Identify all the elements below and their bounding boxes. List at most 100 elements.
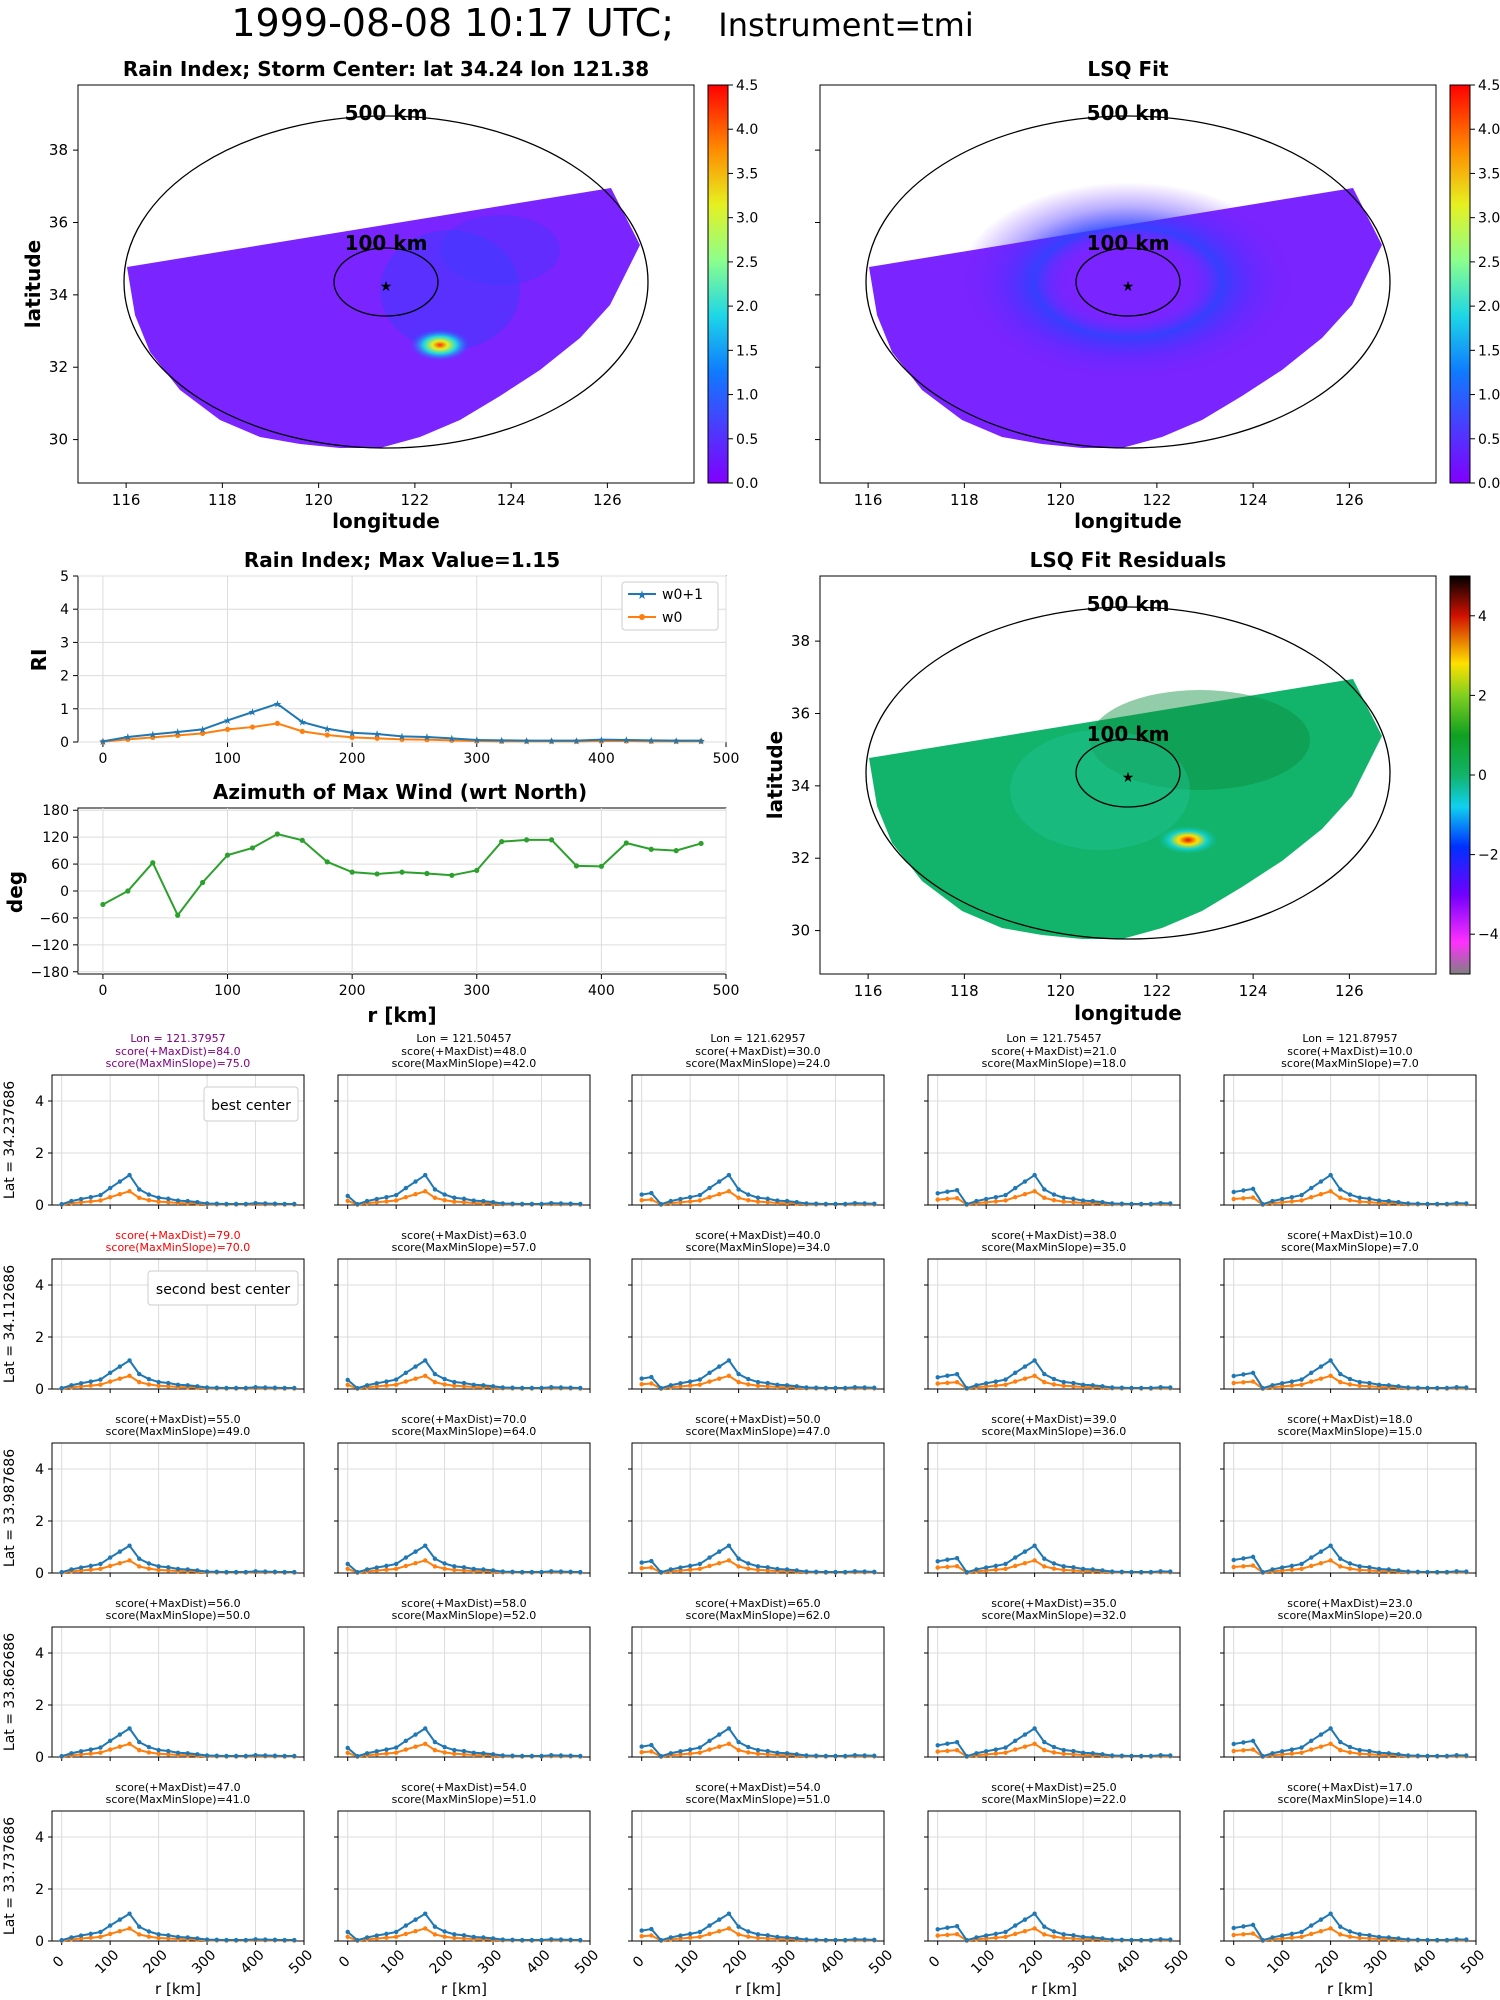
azimuth-series-point — [548, 837, 555, 843]
map-ytick-label: 36 — [791, 704, 810, 722]
grid-w0plus1-series-point — [98, 1192, 103, 1198]
grid-w0plus1-series-point — [755, 1379, 761, 1385]
azimuth-series-point — [299, 837, 305, 843]
grid-w0-series-point — [649, 1381, 654, 1386]
grid-score-maxdist: score(+MaxDist)=10.0 — [1287, 1045, 1412, 1058]
grid-cell-frame — [51, 1442, 305, 1574]
grid-w0plus1-series-point — [59, 1754, 64, 1759]
grid-w0plus1-series-point — [1139, 1385, 1144, 1391]
grid-w0plus1-series-point — [471, 1382, 476, 1387]
grid-w0-series-point — [384, 1935, 389, 1940]
grid-w0plus1-series-point — [1318, 1549, 1324, 1554]
grid-w0plus1-series-point — [195, 1568, 200, 1573]
w0-series-point — [224, 726, 231, 732]
grid-w0plus1-series-point — [549, 1937, 554, 1942]
grid-w0plus1-series-point — [243, 1569, 249, 1575]
grid-w0-series-point — [755, 1751, 761, 1756]
grid-w0-series-point — [1241, 1748, 1246, 1753]
grid-w0-series-point — [1022, 1192, 1028, 1197]
grid-w0-series-point — [117, 1928, 123, 1934]
grid-cell: Lon = 121.75457score(+MaxDist)=21.0score… — [924, 1032, 1181, 1209]
grid-w0plus1-series-point — [471, 1566, 476, 1572]
w0plus1-series-point: ★ — [397, 732, 406, 743]
grid-w0plus1-series-point — [649, 1742, 654, 1748]
grid-score-maxdist: score(+MaxDist)=54.0 — [401, 1781, 526, 1794]
grid-w0plus1-series-point — [355, 1938, 360, 1943]
grid-score-maxdist: score(+MaxDist)=17.0 — [1287, 1781, 1412, 1794]
grid-w0plus1-series-point — [639, 1928, 644, 1933]
grid-w0plus1-series-point — [117, 1732, 123, 1737]
grid-w0plus1-series-point — [243, 1753, 249, 1759]
grid-w0plus1-series-point — [1270, 1567, 1275, 1572]
azimuth-series-point — [224, 852, 231, 858]
w0-series-point — [175, 732, 181, 738]
rain-index-band-2 — [440, 215, 560, 285]
grid-w0plus1-series-point — [432, 1556, 438, 1561]
grid-w0-series-point — [403, 1747, 409, 1752]
grid-w0plus1-series-point — [292, 1201, 297, 1207]
azimuth-xlabel: r [km] — [367, 1003, 436, 1027]
grid-xtick-label: 300 — [1065, 1947, 1095, 1977]
grid-w0plus1-series-point — [384, 1195, 389, 1200]
grid-w0plus1-series-point — [88, 1379, 93, 1384]
grid-w0plus1-series-point — [166, 1196, 171, 1201]
grid-w0-series-point — [432, 1195, 438, 1201]
w0plus1-series-point: ★ — [373, 730, 382, 741]
grid-cell-frame — [927, 1810, 1181, 1942]
grid-w0plus1-series-point — [403, 1555, 409, 1560]
grid-w0plus1-series-point — [233, 1937, 239, 1943]
grid-w0-series-point — [687, 1567, 693, 1572]
grid-w0plus1-series-point — [1405, 1569, 1411, 1574]
residuals-band — [1090, 690, 1310, 790]
grid-w0plus1-series-point — [185, 1751, 190, 1756]
grid-w0-series-point — [755, 1935, 761, 1941]
grid-w0-series-point — [1061, 1199, 1066, 1204]
grid-w0plus1-series-point — [1250, 1922, 1256, 1928]
grid-w0plus1-series-point — [794, 1384, 799, 1389]
w0plus1-series-point: ★ — [148, 730, 157, 741]
grid-w0plus1-series-point — [974, 1198, 979, 1204]
grid-cell-ytick-label: 4 — [35, 1462, 44, 1478]
grid-w0plus1-series-point — [658, 1202, 664, 1207]
grid-w0plus1-series-point — [233, 1753, 239, 1759]
grid-cell: score(+MaxDist)=54.0score(MaxMinSlope)=5… — [334, 1781, 602, 1998]
grid-w0-series-point — [403, 1931, 409, 1937]
grid-w0plus1-series-point — [510, 1937, 515, 1943]
grid-w0plus1-series-point — [1309, 1185, 1314, 1191]
grid-w0plus1-series-point — [954, 1187, 960, 1193]
grid-w0plus1-series-point — [843, 1569, 848, 1575]
grid-cell-ytick-label: 4 — [35, 1830, 44, 1846]
grid-w0plus1-series-point — [107, 1370, 113, 1376]
lsq-fit-map-xlabel: longitude — [1074, 509, 1182, 533]
grid-cell: score(+MaxDist)=25.0score(MaxMinSlope)=2… — [924, 1781, 1192, 1998]
grid-w0-series-point — [345, 1934, 350, 1940]
grid-w0-series-point — [639, 1198, 644, 1203]
grid-cell: 0 2 4 score(+MaxDist)=47.0score(MaxMinSlope… — [2, 1781, 316, 1998]
grid-w0plus1-series-point — [117, 1917, 123, 1922]
grid-w0-series-point — [345, 1382, 350, 1388]
grid-w0plus1-series-point — [185, 1567, 190, 1572]
grid-w0plus1-series-point — [549, 1753, 554, 1758]
grid-w0plus1-series-point — [658, 1754, 664, 1759]
best-center-label: best center — [211, 1098, 291, 1114]
grid-w0plus1-series-point — [1289, 1195, 1295, 1200]
grid-w0-series-point — [1061, 1935, 1066, 1941]
grid-w0plus1-series-point — [413, 1364, 418, 1369]
grid-w0-series-point — [1042, 1195, 1047, 1201]
grid-w0plus1-series-point — [1231, 1925, 1236, 1931]
grid-w0plus1-series-point — [1119, 1937, 1125, 1943]
grid-score-maxdist: score(+MaxDist)=56.0 — [115, 1597, 240, 1610]
w0-series-point — [374, 735, 380, 741]
grid-w0plus1-series-point — [345, 1929, 350, 1935]
grid-w0plus1-series-point — [568, 1201, 573, 1206]
grid-score-maxdist: score(+MaxDist)=10.0 — [1287, 1229, 1412, 1242]
grid-w0plus1-series-point — [1338, 1371, 1343, 1377]
residuals-band-2 — [1010, 730, 1190, 850]
azimuth-series-point — [324, 859, 330, 865]
grid-w0-series-point — [345, 1198, 350, 1204]
grid-w0plus1-series-point — [374, 1565, 379, 1570]
grid-w0plus1-series-point — [69, 1751, 74, 1756]
grid-w0-series-point — [993, 1935, 999, 1940]
grid-w0plus1-series-point — [539, 1201, 544, 1207]
grid-w0plus1-series-point — [993, 1195, 999, 1200]
